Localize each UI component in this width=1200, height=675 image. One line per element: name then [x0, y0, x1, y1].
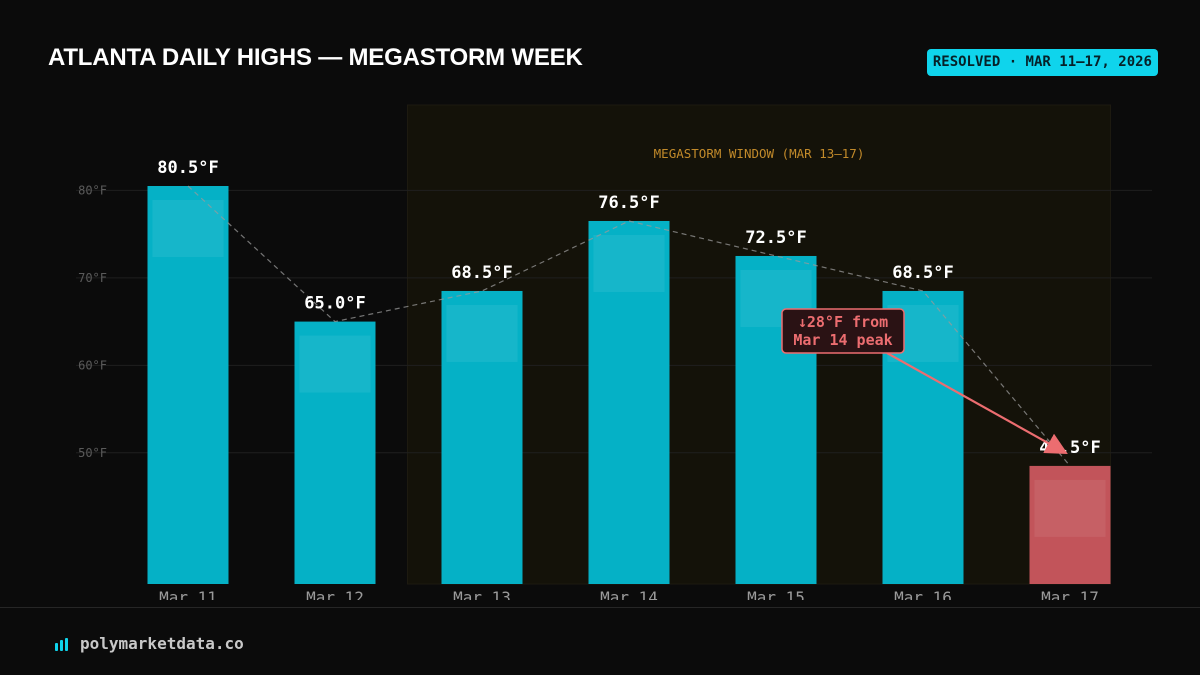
- footer: polymarketdata.co: [54, 634, 244, 653]
- y-tick-label: 80°F: [78, 183, 107, 197]
- footer-divider: [0, 607, 1200, 608]
- x-tick-label: Mar 15: [747, 588, 805, 600]
- bar-mar-13: [441, 290, 523, 584]
- annotation-box: [781, 308, 905, 354]
- bar-mar-14: [588, 220, 670, 584]
- bar-mar-11: [147, 186, 229, 584]
- value-label: 68.5°F: [451, 263, 512, 283]
- bar-mar-12: [294, 321, 376, 584]
- value-label: 65.0°F: [304, 294, 365, 314]
- chart-title: ATLANTA DAILY HIGHS — MEGASTORM WEEK: [48, 44, 583, 71]
- x-tick-label: Mar 16: [894, 588, 952, 600]
- value-label: 80.5°F: [157, 158, 218, 178]
- annotation-text: Mar 14 peak: [793, 331, 892, 349]
- bar-gloss: [1034, 479, 1106, 537]
- bar-chart-icon: [55, 637, 68, 651]
- annotation-text: ↓28°F from: [798, 313, 888, 331]
- value-label: 68.5°F: [892, 263, 953, 283]
- bar-gloss: [593, 234, 665, 292]
- bar-gloss: [299, 335, 371, 393]
- x-tick-label: Mar 11: [159, 588, 217, 600]
- value-label: 76.5°F: [598, 193, 659, 213]
- x-tick-label: Mar 17: [1041, 588, 1099, 600]
- x-tick-label: Mar 13: [453, 588, 511, 600]
- x-tick-label: Mar 12: [306, 588, 364, 600]
- y-tick-label: 50°F: [78, 446, 107, 460]
- resolved-badge: RESOLVED · MAR 11–17, 2026: [926, 49, 1158, 76]
- y-tick-label: 60°F: [78, 358, 107, 372]
- bar-mar-17: [1029, 465, 1111, 584]
- value-label: 72.5°F: [745, 228, 806, 248]
- bar-chart: MEGASTORM WINDOW (MAR 13–17) 50°F 60°F 70°…: [76, 146, 1152, 600]
- annotation-arrow: [886, 352, 1068, 455]
- megastorm-window-label: MEGASTORM WINDOW (MAR 13–17): [654, 146, 865, 161]
- value-label: 48.5°F: [1039, 438, 1100, 458]
- trend-line: [187, 185, 1071, 467]
- brand-name: polymarketdata.co: [80, 634, 244, 653]
- bar-gloss: [446, 304, 518, 362]
- x-tick-label: Mar 14: [600, 588, 658, 600]
- y-tick-label: 70°F: [78, 271, 107, 285]
- bar-gloss: [152, 200, 224, 257]
